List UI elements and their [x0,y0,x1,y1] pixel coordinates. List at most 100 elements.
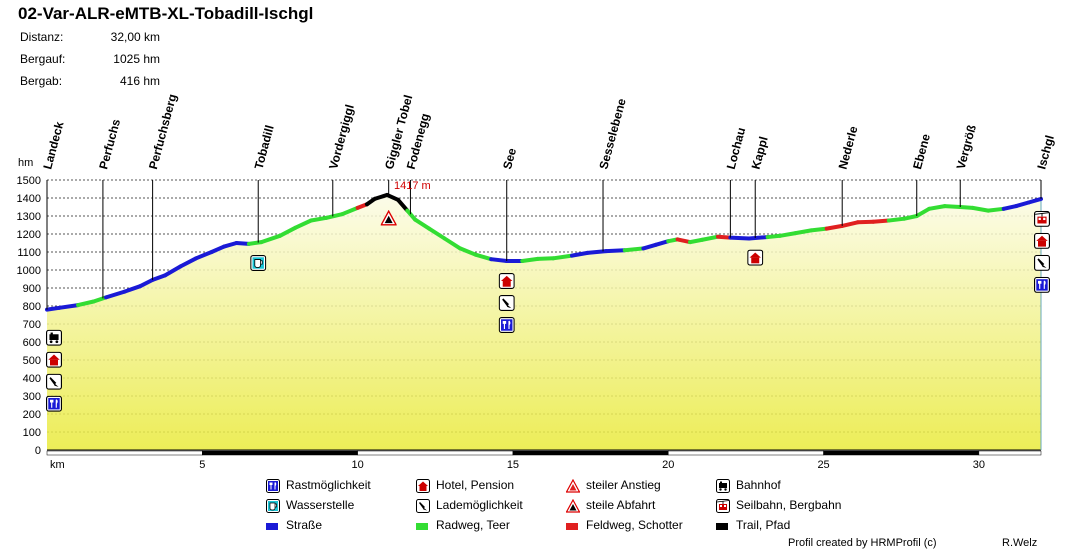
x-tick-label: 10 [352,459,364,471]
stat-value: 1025 hm [113,52,160,66]
charging-icon [498,295,515,311]
stat-descent: Bergab: 416 hm [20,74,170,96]
profile-segment [45,305,62,312]
profile-segment [715,234,733,240]
y-tick-label: 300 [23,391,41,403]
elevation-area [47,194,1042,451]
profile-segment [824,223,845,231]
hotel-icon [416,479,430,493]
legend-label: Hotel, Pension [436,478,515,492]
y-tick-label: 0 [35,445,41,457]
profile-segment [622,246,646,253]
profile-segment [569,250,590,258]
profile-segment [942,204,963,209]
footer-credit: Profil created by HRMProfil (c) [788,537,937,549]
legend-label: Lademöglichkeit [436,498,523,512]
y-tick-label: 900 [23,283,41,295]
legend-label: steile Abfahrt [586,498,656,512]
km-scale-segment [202,450,358,456]
legend-label: Straße [286,518,323,532]
steep-ascent-icon [566,479,580,493]
legend-label: Wasserstelle [286,498,355,512]
y-tick-label: 700 [23,319,41,331]
profile-segment [150,273,168,282]
x-tick-label: 5 [199,459,205,471]
hotel-icon [46,351,62,368]
steep-descent-icon [566,499,580,513]
profile-segment [653,239,671,247]
km-scale-segment [46,450,203,456]
profile-segment [747,235,770,241]
stat-label: Bergauf: [20,52,66,66]
rest-icon [1034,276,1050,293]
waypoint-label: Lochau [724,126,749,171]
profile-segment [489,257,509,263]
profile-segment [840,220,860,228]
x-tick-label: 25 [817,459,829,471]
axes: 0 100 200 300 400 500 600 700 800 900 1000 1100 1200… [17,175,1042,471]
charging-icon [46,373,62,390]
elevation-fill [47,194,1041,450]
legend-label: Trail, Pfad [736,518,791,532]
profile-segment [871,218,891,224]
profile-segment [927,204,947,211]
profile-segment [209,244,227,254]
profile-segment [413,217,432,231]
waypoint-label: Perfuchs [96,117,123,171]
profile-segment [809,226,829,233]
y-tick-label: 1100 [17,247,41,259]
waypoint-label: Landeck [40,120,66,171]
cable-car-icon [716,499,730,513]
profile-segment [1026,196,1043,205]
surface-gravel-swatch [566,523,578,530]
cable-car-icon [1034,210,1050,227]
profile-segment [340,205,360,217]
rest-icon [266,479,280,493]
profile-segment [194,250,214,261]
profile-segment [641,242,658,251]
waypoint-label: See [500,146,519,171]
profile-segment [163,264,183,278]
footer-author: R.Welz [1002,537,1038,549]
profile-segment [458,246,478,257]
profile-segment [91,295,109,304]
profile-segment [535,256,556,261]
y-tick-label: 1400 [17,193,41,205]
stat-value: 32,00 km [110,30,160,44]
x-axis-label: km [50,459,65,471]
profile-segment [234,241,251,246]
profile-segment [246,240,264,246]
profile-segment [778,231,798,238]
y-tick-label: 1500 [17,175,41,187]
y-tick-label: 1300 [17,211,41,223]
profile-segment [765,233,783,240]
y-tick-label: 1000 [17,265,41,277]
profile-segment [886,216,907,223]
y-tick-label: 400 [23,373,41,385]
profile-segment [277,225,298,238]
max-elevation-label: 1417 m [394,180,431,192]
profile-segment [675,237,692,245]
y-tick-label: 200 [23,409,41,421]
profile-segment [309,215,329,223]
profile-segment [427,226,447,241]
profile-segment [473,252,494,262]
profile-segment [57,303,81,310]
km-scale-segment [978,450,1042,456]
y-tick-label: 600 [23,337,41,349]
stat-distance: Distanz: 32,00 km [20,30,170,52]
profile-segment [222,241,239,249]
profile-segment [687,237,705,245]
profile-segment [324,212,345,220]
waypoint-label: Vordergiggl [326,103,357,171]
profile-segment [958,205,975,210]
route-stats: Distanz: 32,00 km Bergauf: 1025 hm Berga… [20,30,170,96]
surface-trail-swatch [716,523,728,530]
profile-segment [914,206,932,218]
profile-segment [520,256,540,263]
legend-label: Seilbahn, Bergbahn [736,498,842,512]
profile-segment [551,253,574,261]
stat-label: Bergab: [20,74,63,88]
water-icon [250,255,267,271]
profile-segment [396,197,410,213]
